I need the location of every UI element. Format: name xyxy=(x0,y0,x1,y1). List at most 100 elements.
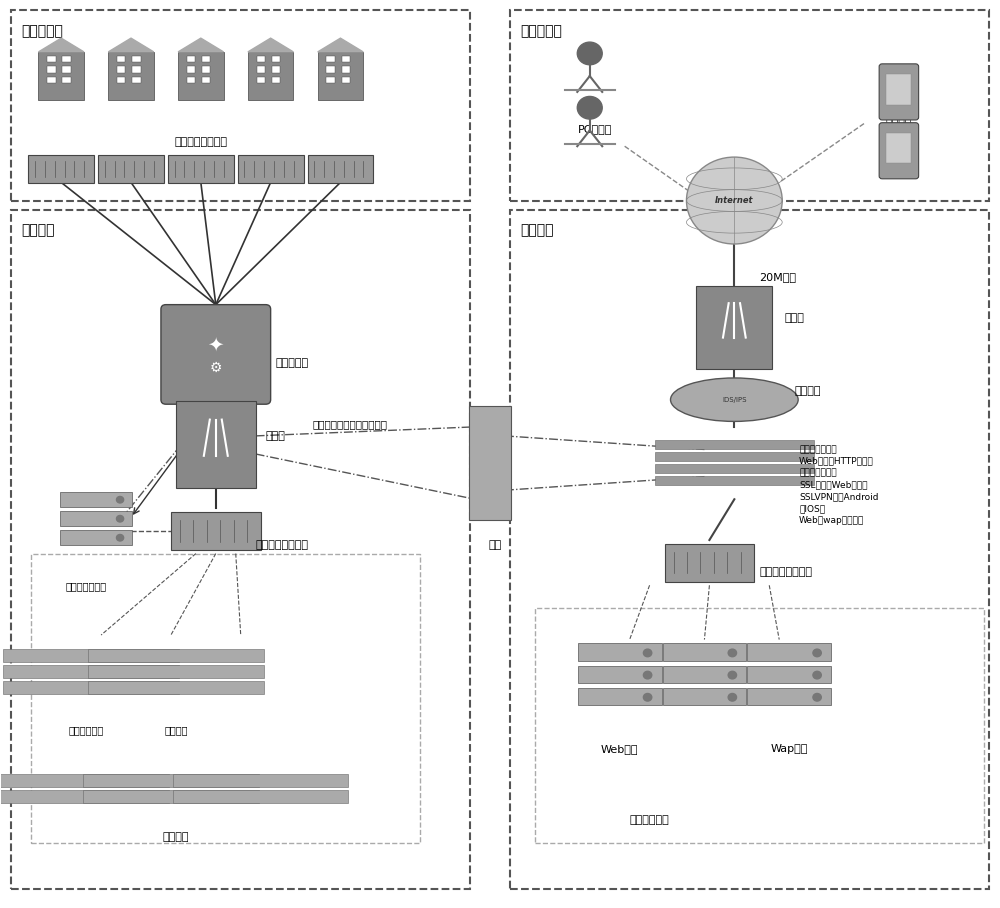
Text: IDS/IPS: IDS/IPS xyxy=(722,397,747,402)
FancyBboxPatch shape xyxy=(696,286,772,369)
FancyBboxPatch shape xyxy=(47,76,56,83)
Text: 医院外网: 医院外网 xyxy=(520,223,553,237)
FancyBboxPatch shape xyxy=(879,64,919,120)
Circle shape xyxy=(728,649,737,656)
Circle shape xyxy=(643,671,652,679)
Text: 应用发布业务: 应用发布业务 xyxy=(630,815,669,825)
FancyBboxPatch shape xyxy=(3,649,179,662)
Text: 入侵防御: 入侵防御 xyxy=(794,386,821,396)
FancyBboxPatch shape xyxy=(3,681,179,694)
Text: 发布服务器向交换库取数据: 发布服务器向交换库取数据 xyxy=(313,419,388,429)
FancyBboxPatch shape xyxy=(176,401,256,489)
Circle shape xyxy=(813,694,821,701)
FancyBboxPatch shape xyxy=(663,644,746,661)
Text: 手机终端: 手机终端 xyxy=(886,119,912,129)
Text: 防火墙: 防火墙 xyxy=(784,313,804,323)
Text: 存储网络: 存储网络 xyxy=(164,725,188,735)
Polygon shape xyxy=(248,38,293,52)
Circle shape xyxy=(577,42,602,64)
Circle shape xyxy=(686,157,782,244)
FancyBboxPatch shape xyxy=(173,774,348,786)
FancyBboxPatch shape xyxy=(655,440,814,449)
FancyBboxPatch shape xyxy=(342,56,350,63)
FancyBboxPatch shape xyxy=(47,56,56,63)
FancyBboxPatch shape xyxy=(272,56,280,63)
FancyBboxPatch shape xyxy=(202,76,210,83)
Text: 医院生产业务: 医院生产业务 xyxy=(69,725,104,735)
Text: Web发布: Web发布 xyxy=(601,744,638,754)
FancyBboxPatch shape xyxy=(665,544,754,582)
FancyBboxPatch shape xyxy=(0,790,169,803)
FancyBboxPatch shape xyxy=(60,510,132,526)
FancyBboxPatch shape xyxy=(879,123,919,179)
FancyBboxPatch shape xyxy=(663,666,746,683)
FancyBboxPatch shape xyxy=(28,155,94,183)
Text: 核心交换机: 核心交换机 xyxy=(276,359,309,369)
Text: 各楼宇汇聚交换机: 各楼宇汇聚交换机 xyxy=(174,137,227,147)
FancyBboxPatch shape xyxy=(178,52,224,100)
Circle shape xyxy=(728,694,737,701)
Text: 医院内网: 医院内网 xyxy=(21,223,55,237)
FancyBboxPatch shape xyxy=(238,155,304,183)
Polygon shape xyxy=(108,38,154,52)
Text: 医院用户端: 医院用户端 xyxy=(21,24,63,38)
Text: 应用交付设备：
Web加速与HTTP压缩；
应用负载均衡；
SSL卸载、Web防火墙
SSLVPN支持Android
与IOS；
Web与wap智能分发: 应用交付设备： Web加速与HTTP压缩； 应用负载均衡； SSL卸载、Web防… xyxy=(799,445,879,525)
Text: ⚙: ⚙ xyxy=(210,361,222,375)
FancyBboxPatch shape xyxy=(132,66,141,73)
Polygon shape xyxy=(38,38,84,52)
FancyBboxPatch shape xyxy=(886,74,911,104)
FancyBboxPatch shape xyxy=(326,56,335,63)
FancyBboxPatch shape xyxy=(98,155,164,183)
FancyBboxPatch shape xyxy=(886,133,911,163)
FancyBboxPatch shape xyxy=(132,76,141,83)
FancyBboxPatch shape xyxy=(62,56,71,63)
FancyBboxPatch shape xyxy=(187,56,195,63)
FancyBboxPatch shape xyxy=(469,406,511,520)
Text: 网闸: 网闸 xyxy=(488,540,502,550)
Circle shape xyxy=(728,671,737,679)
FancyBboxPatch shape xyxy=(88,681,264,694)
Circle shape xyxy=(116,497,124,503)
FancyBboxPatch shape xyxy=(272,66,280,73)
FancyBboxPatch shape xyxy=(187,76,195,83)
FancyBboxPatch shape xyxy=(308,155,373,183)
Text: 20M专线: 20M专线 xyxy=(759,272,796,282)
Text: ✦: ✦ xyxy=(208,336,224,355)
FancyBboxPatch shape xyxy=(655,452,814,461)
FancyBboxPatch shape xyxy=(47,66,56,73)
FancyBboxPatch shape xyxy=(747,644,831,661)
FancyBboxPatch shape xyxy=(326,76,335,83)
FancyBboxPatch shape xyxy=(187,66,195,73)
Circle shape xyxy=(577,96,602,119)
Circle shape xyxy=(643,649,652,656)
FancyBboxPatch shape xyxy=(578,644,662,661)
FancyBboxPatch shape xyxy=(3,665,179,678)
FancyBboxPatch shape xyxy=(578,687,662,706)
FancyBboxPatch shape xyxy=(248,52,293,100)
Polygon shape xyxy=(318,38,363,52)
FancyBboxPatch shape xyxy=(655,464,814,473)
FancyBboxPatch shape xyxy=(663,687,746,706)
FancyBboxPatch shape xyxy=(747,687,831,706)
FancyBboxPatch shape xyxy=(0,774,169,786)
Text: Internet: Internet xyxy=(715,196,754,205)
Text: 外网用户端: 外网用户端 xyxy=(520,24,562,38)
Text: PC客户端: PC客户端 xyxy=(578,123,612,133)
FancyBboxPatch shape xyxy=(655,476,814,485)
FancyBboxPatch shape xyxy=(173,790,348,803)
FancyBboxPatch shape xyxy=(60,491,132,507)
FancyBboxPatch shape xyxy=(272,76,280,83)
Polygon shape xyxy=(178,38,224,52)
Text: 服务器接入交换机: 服务器接入交换机 xyxy=(256,539,309,549)
FancyBboxPatch shape xyxy=(326,66,335,73)
FancyBboxPatch shape xyxy=(342,76,350,83)
FancyBboxPatch shape xyxy=(578,666,662,683)
FancyBboxPatch shape xyxy=(257,66,265,73)
FancyBboxPatch shape xyxy=(202,66,210,73)
FancyBboxPatch shape xyxy=(318,52,363,100)
FancyBboxPatch shape xyxy=(83,790,259,803)
Circle shape xyxy=(643,694,652,701)
FancyBboxPatch shape xyxy=(38,52,84,100)
Circle shape xyxy=(116,516,124,522)
Circle shape xyxy=(813,649,821,656)
